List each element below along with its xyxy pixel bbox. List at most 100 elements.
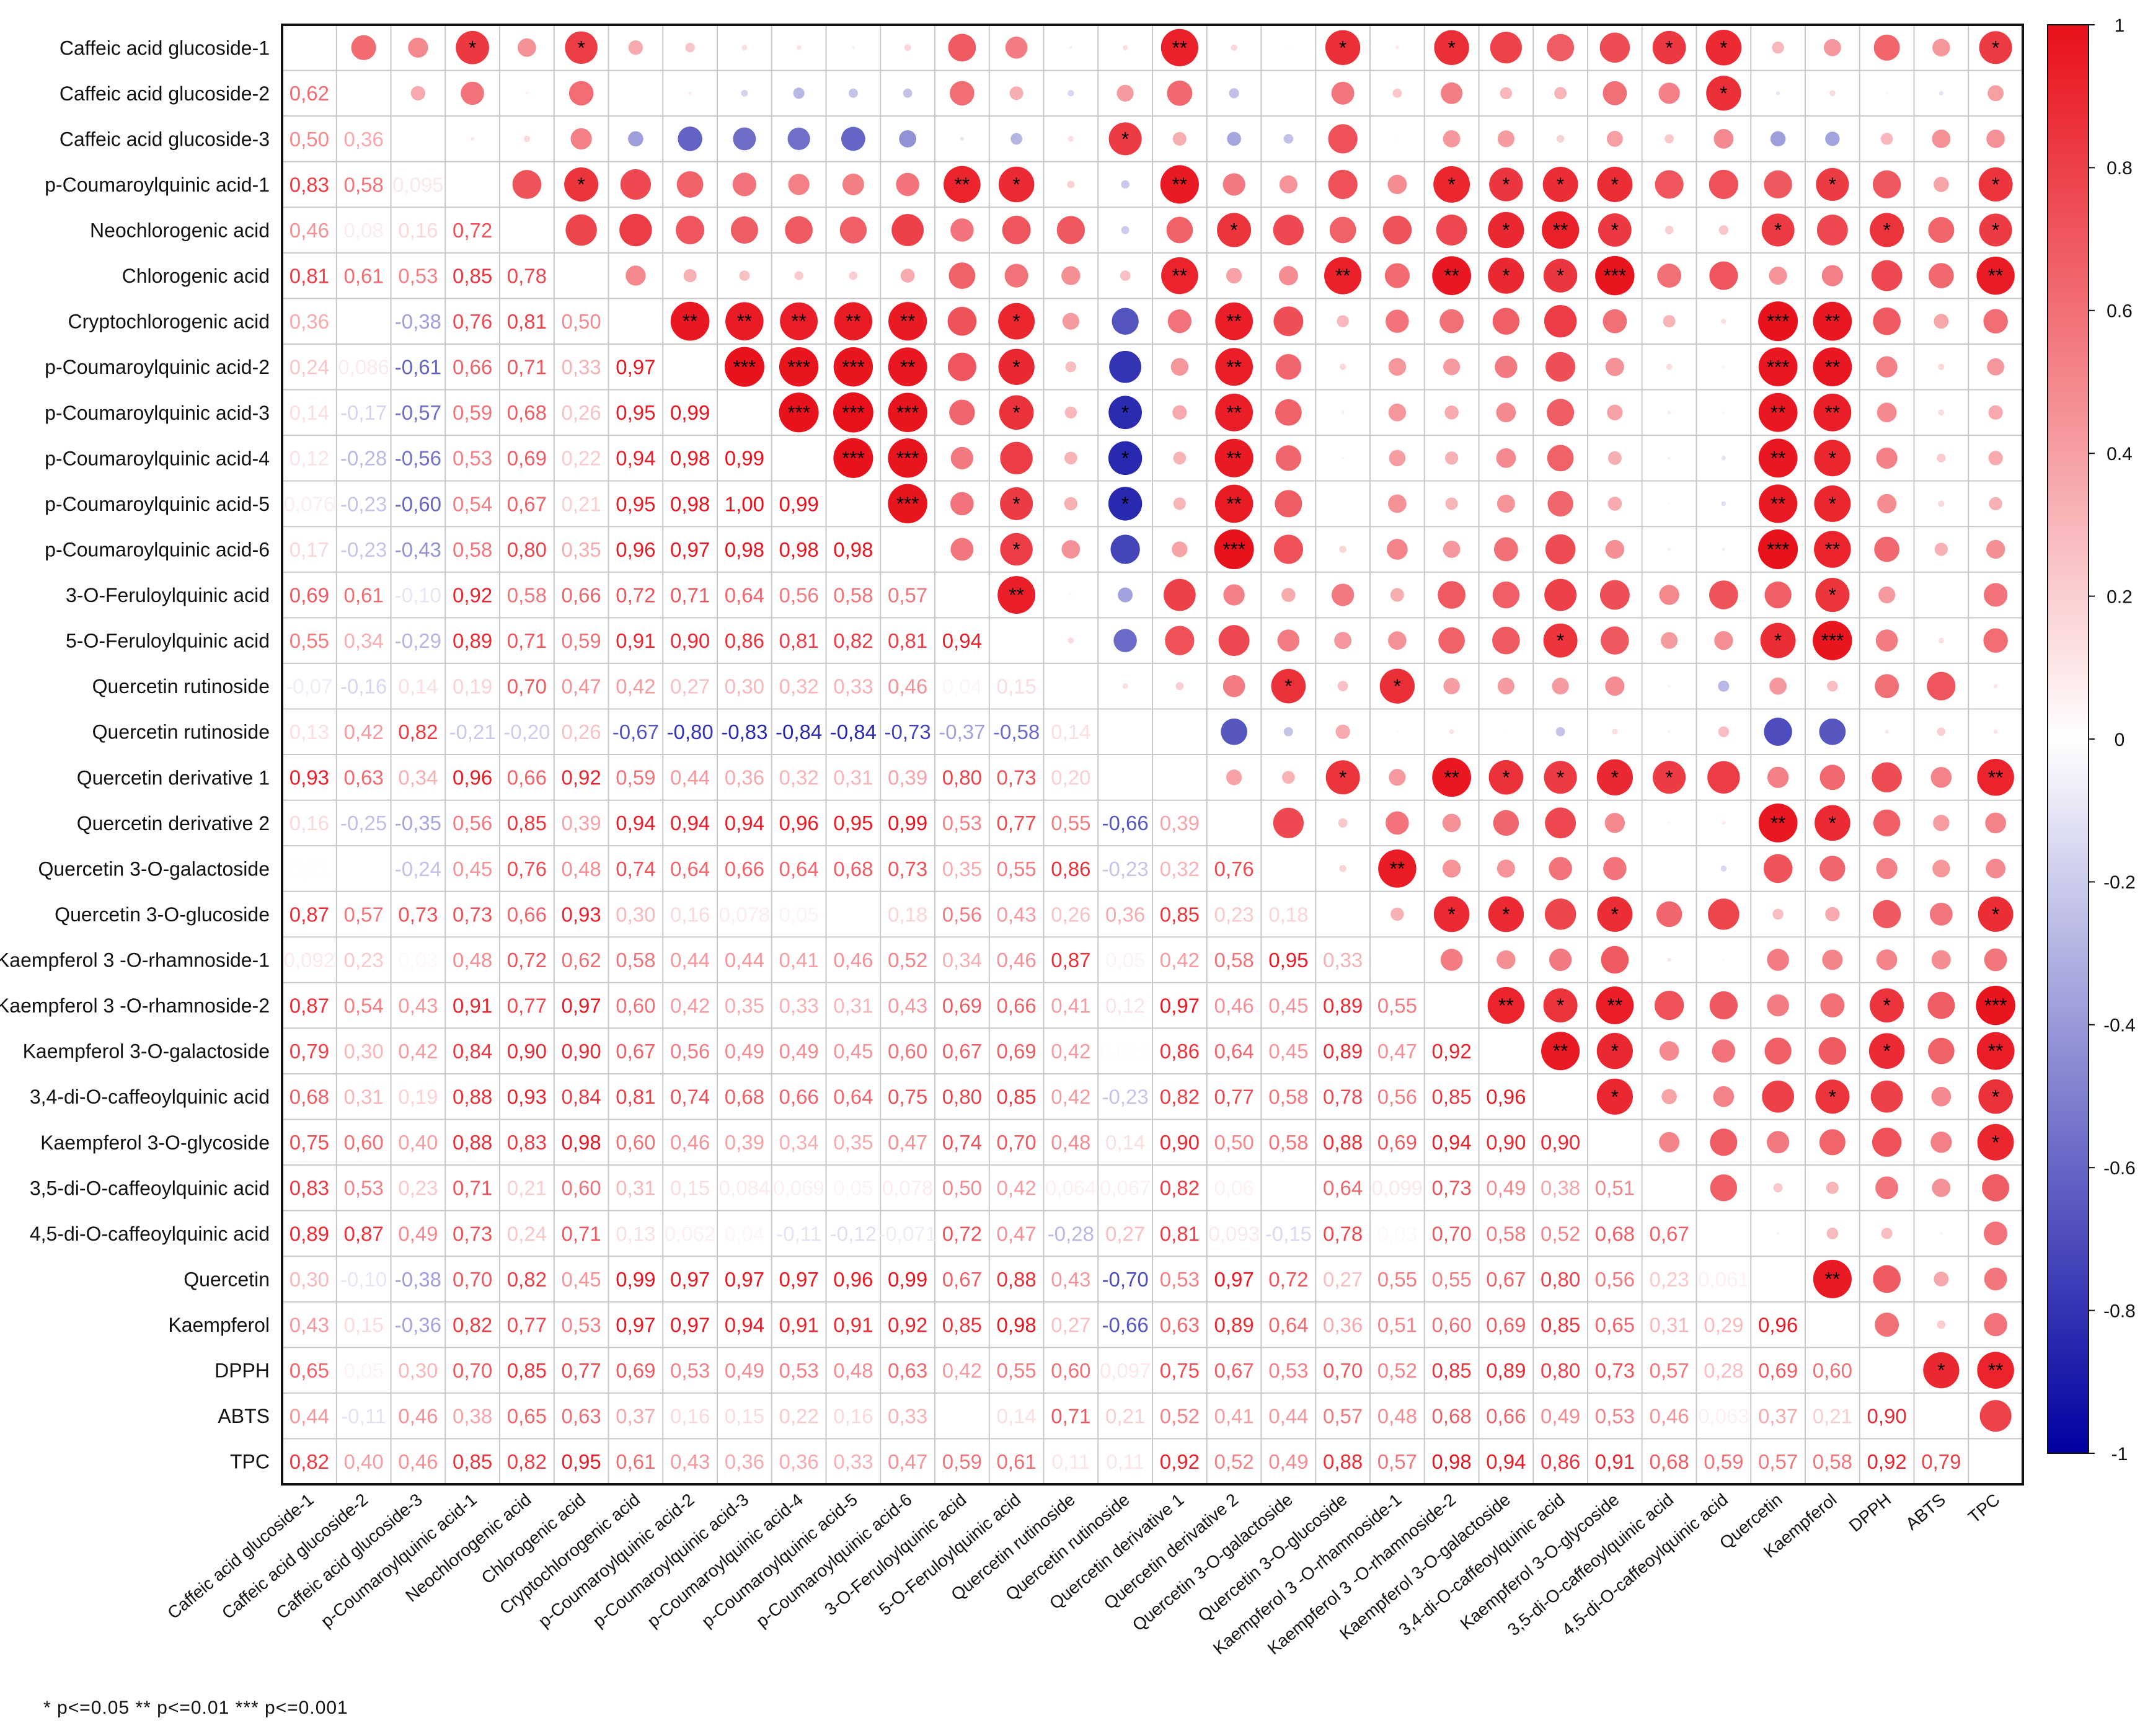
correlation-circle (1870, 213, 1904, 247)
correlation-circle (1607, 404, 1623, 420)
correlation-value: 0,86 (1541, 1450, 1580, 1473)
significance-stars: * (1720, 82, 1727, 104)
correlation-circle (1873, 1265, 1901, 1293)
correlation-circle (1275, 445, 1302, 471)
correlation-circle (1165, 626, 1195, 655)
significance-stars: * (1448, 174, 1456, 195)
correlation-circle (628, 131, 643, 147)
correlation-circle (1663, 315, 1676, 328)
correlation-circle (1758, 529, 1798, 570)
correlation-circle (779, 392, 819, 433)
row-label: 4,5-di-O-caffeoylquinic acid (30, 1223, 270, 1245)
correlation-circle (1934, 177, 1949, 192)
correlation-value: 0,26 (1051, 903, 1090, 926)
correlation-value: 0,31 (1650, 1313, 1689, 1336)
correlation-circle (1334, 632, 1352, 650)
correlation-circle (1868, 1033, 1905, 1069)
correlation-circle (1597, 896, 1633, 932)
correlation-value: 0,46 (833, 949, 873, 972)
correlation-circle (1596, 986, 1634, 1025)
correlation-circle (1930, 1132, 1952, 1153)
correlation-value: 0,52 (888, 949, 927, 972)
correlation-circle (1775, 91, 1780, 95)
correlation-value: 0,42 (670, 994, 710, 1017)
correlation-circle (1061, 540, 1081, 559)
correlation-circle (1440, 949, 1463, 971)
correlation-circle (888, 438, 927, 478)
correlation-value: 0,49 (779, 1040, 819, 1063)
correlation-value: 0,60 (616, 1131, 655, 1154)
correlation-value: -0,60 (395, 492, 441, 515)
significance-stars: * (1937, 1360, 1945, 1381)
correlation-value: 0,14 (290, 401, 329, 424)
correlation-value: 0,78 (1323, 1222, 1363, 1245)
correlation-value: 0 (1283, 1177, 1294, 1200)
correlation-value: 0,092 (284, 949, 335, 972)
correlation-circle (779, 347, 819, 387)
correlation-value: 0,79 (290, 1040, 329, 1063)
correlation-value: -0,66 (1102, 1313, 1149, 1336)
correlation-value: 0,42 (616, 675, 655, 698)
correlation-value: 0,81 (888, 629, 927, 652)
significance-stars: * (1394, 675, 1401, 697)
correlation-circle (1870, 1080, 1903, 1113)
correlation-circle (1122, 45, 1128, 50)
correlation-circle (1492, 581, 1520, 609)
correlation-circle (1112, 308, 1139, 335)
correlation-value: 0,27 (670, 675, 710, 698)
correlation-value: 0,71 (507, 629, 547, 652)
correlation-value: 0,95 (616, 401, 655, 424)
correlation-circle (1449, 729, 1454, 735)
correlation-value: 0,94 (725, 812, 764, 835)
correlation-circle (1668, 502, 1671, 505)
correlation-circle (1712, 1039, 1736, 1063)
correlation-circle (1940, 1232, 1943, 1235)
row-label: Kaempferol 3 -O-rhamnoside-1 (0, 949, 270, 972)
row-label: Quercetin derivative 2 (77, 812, 270, 835)
significance-stars: ** (1226, 493, 1241, 515)
correlation-value: 0,94 (1432, 1131, 1472, 1154)
correlation-value: 0,43 (997, 903, 1037, 926)
correlation-value: 0,89 (1323, 1040, 1363, 1063)
correlation-value: -0,61 (395, 356, 441, 379)
correlation-value: 0,47 (562, 675, 601, 698)
significance-stars: *** (733, 356, 756, 378)
correlation-circle (1934, 1271, 1949, 1286)
significance-stars: * (1611, 766, 1619, 788)
correlation-circle (1978, 1079, 2013, 1114)
correlation-value: 0,69 (1758, 1359, 1798, 1382)
correlation-value: 0,66 (725, 857, 764, 880)
correlation-value: 0,57 (1758, 1450, 1798, 1473)
correlation-value: -0,38 (395, 1268, 441, 1291)
correlation-value: 0,58 (1486, 1222, 1526, 1245)
correlation-circle (1885, 730, 1889, 734)
correlation-value: 0,36 (1105, 903, 1145, 926)
correlation-circle (1813, 347, 1852, 387)
correlation-value: 0,32 (779, 675, 819, 698)
correlation-value: 0,74 (616, 857, 655, 880)
correlation-value: 0,26 (562, 720, 601, 743)
correlation-value: 0,67 (1486, 1268, 1526, 1291)
correlation-circle (1496, 859, 1515, 878)
correlation-value: 0,05 (1105, 949, 1145, 972)
correlation-circle (730, 216, 758, 244)
correlation-value: 0,45 (833, 1040, 873, 1063)
correlation-circle (1932, 130, 1951, 148)
correlation-value: 0,19 (453, 675, 492, 698)
significance-stars: * (1992, 903, 1999, 925)
correlation-circle (1713, 129, 1734, 149)
significance-stars: ** (737, 311, 752, 332)
correlation-circle (1064, 406, 1077, 418)
correlation-value: 0,33 (779, 994, 819, 1017)
correlation-value: 0,59 (562, 629, 601, 652)
correlation-circle (683, 268, 697, 283)
correlation-value: 0,51 (1377, 1313, 1417, 1336)
correlation-circle (1982, 1174, 2010, 1202)
correlation-circle (628, 40, 643, 55)
significance-stars: ** (1390, 857, 1405, 879)
correlation-circle (1993, 684, 1998, 689)
correlation-value: 0,85 (997, 1086, 1037, 1109)
correlation-value: 0,97 (670, 538, 710, 561)
correlation-value: 0,90 (1160, 1131, 1200, 1154)
correlation-value: 0,84 (562, 1086, 601, 1109)
